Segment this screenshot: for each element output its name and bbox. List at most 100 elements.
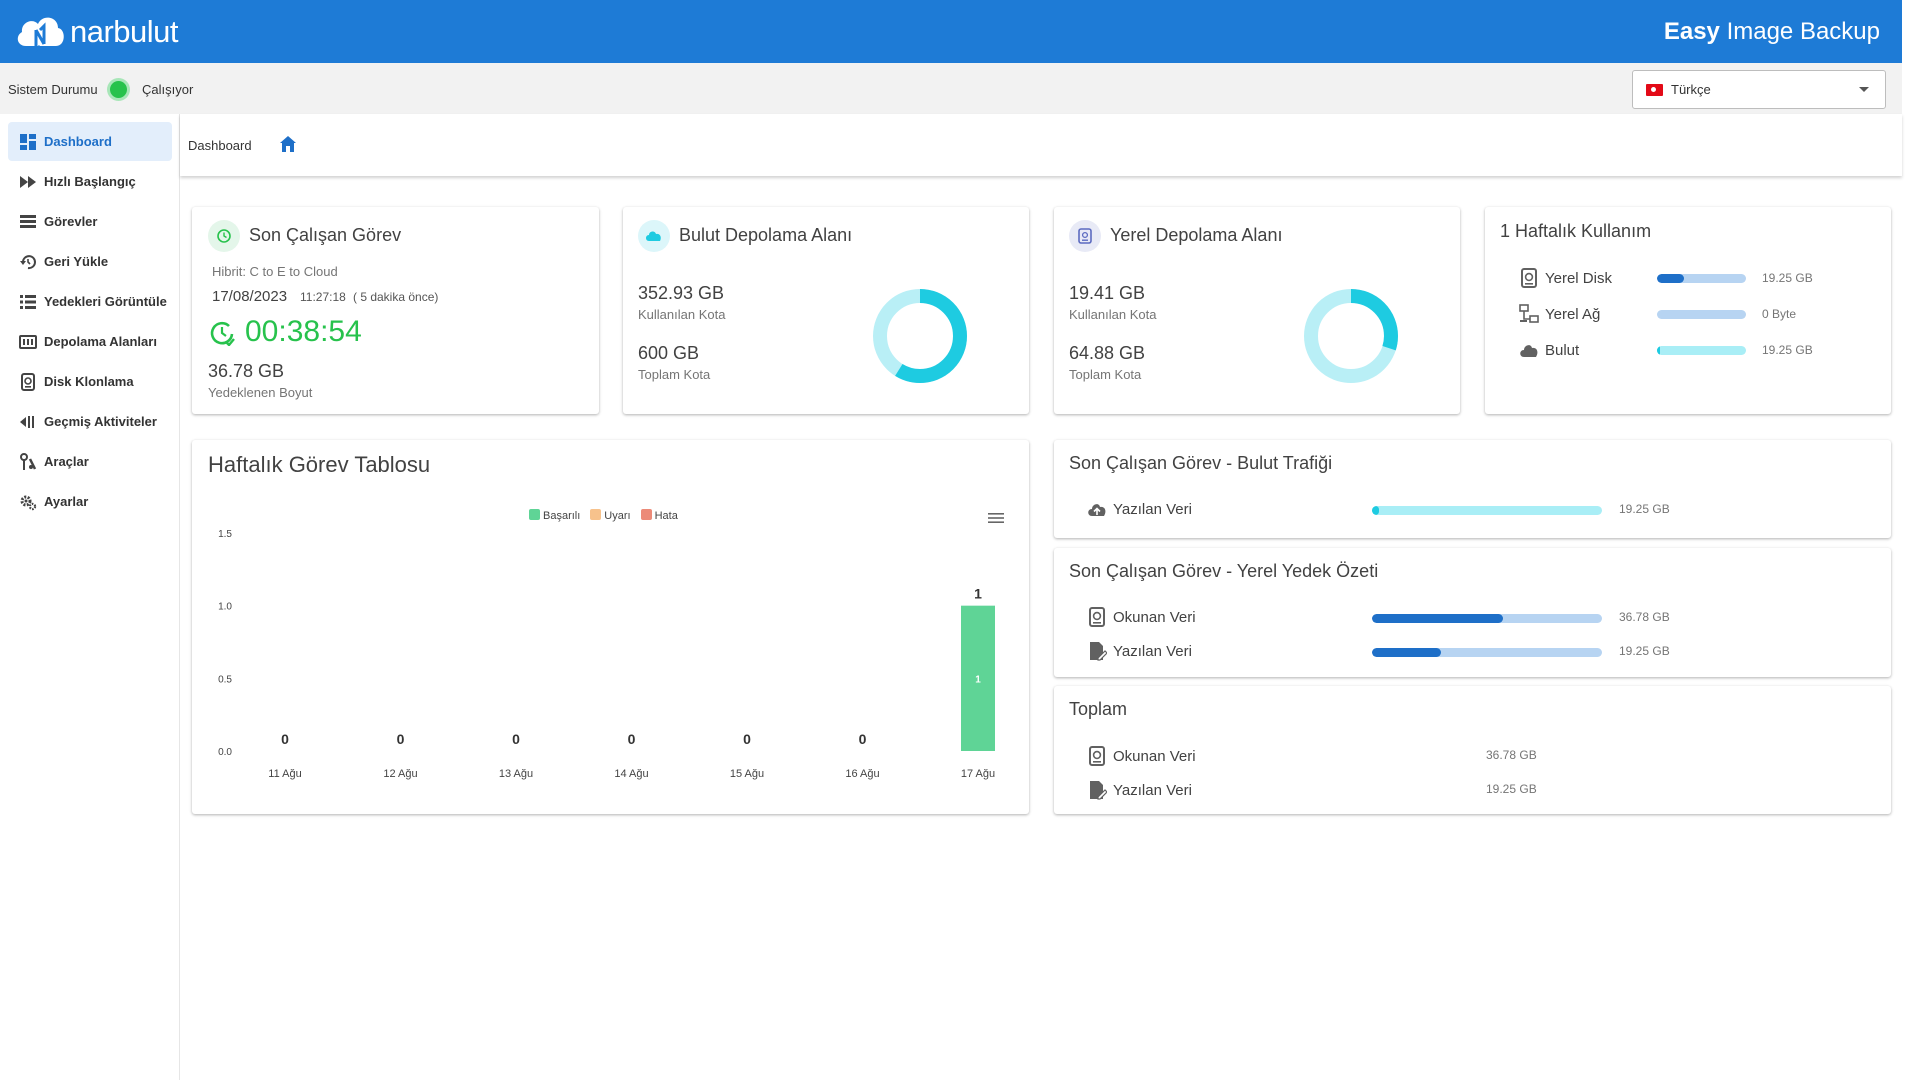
app-title-bold: Easy bbox=[1663, 18, 1720, 45]
last-task-card: Son Çalışan Görev Hibrit: C to E to Clou… bbox=[192, 207, 599, 414]
cloud-total: 600 GB bbox=[638, 343, 700, 363]
cloud-icon bbox=[1520, 345, 1538, 357]
task-date: 17/08/2023 bbox=[212, 288, 288, 305]
bar-total-label: 0 bbox=[743, 731, 751, 747]
list-icon bbox=[18, 212, 38, 232]
local-used-label: Kullanılan Kota bbox=[1069, 307, 1157, 322]
legend-swatch bbox=[529, 509, 540, 520]
legend-item-warning[interactable]: Uyarı bbox=[590, 509, 631, 522]
cloud-traffic-card: Son Çalışan Görev - Bulut Trafiği Yazıla… bbox=[1054, 440, 1891, 538]
restore-icon bbox=[18, 252, 38, 272]
language-value: Türkçe bbox=[1671, 82, 1711, 97]
weekly-task-chart-card: Haftalık Görev Tablosu Başarılı Uyarı Ha… bbox=[192, 440, 1029, 814]
sidebar-item-past-activities[interactable]: Geçmiş Aktiviteler bbox=[8, 402, 172, 441]
system-status-label: Sistem Durumu bbox=[8, 82, 98, 97]
local-network-icon bbox=[1519, 304, 1539, 323]
hard-disk-icon bbox=[18, 372, 38, 392]
weekly-usage-card: 1 Haftalık Kullanım Yerel Disk 19.25 GB … bbox=[1485, 207, 1891, 414]
bar-total-label: 0 bbox=[397, 731, 405, 747]
legend-item-error[interactable]: Hata bbox=[640, 509, 678, 522]
bar-Başarılı bbox=[961, 605, 995, 751]
local-storage-card: Yerel Depolama Alanı 19.41 GB Kullanılan… bbox=[1054, 207, 1460, 414]
y-tick-label: 0.5 bbox=[218, 674, 232, 685]
legend-swatch bbox=[590, 509, 602, 520]
legend-swatch bbox=[640, 509, 652, 520]
hamburger-menu-icon[interactable] bbox=[987, 511, 1005, 525]
summary-bar bbox=[1372, 614, 1602, 623]
legend-label: Hata bbox=[654, 510, 678, 522]
usage-bar bbox=[1657, 310, 1746, 319]
x-tick-label: 11 Ağu bbox=[268, 768, 301, 780]
narbulut-logo[interactable]: narbulut bbox=[14, 8, 179, 56]
language-select[interactable]: Türkçe bbox=[1632, 70, 1886, 109]
summary-value: 19.25 GB bbox=[1619, 644, 1670, 658]
y-tick-label: 1.0 bbox=[218, 602, 232, 613]
x-tick-label: 16 Ağu bbox=[845, 768, 879, 780]
usage-value: 0 Byte bbox=[1762, 307, 1797, 321]
cloud-storage-card: Bulut Depolama Alanı 352.93 GB Kullanıla… bbox=[623, 207, 1029, 414]
breadcrumb-current[interactable]: Dashboard bbox=[188, 138, 252, 153]
totals-label: Okunan Veri bbox=[1113, 748, 1196, 765]
logo-text: narbulut bbox=[70, 14, 179, 49]
task-ago: ( 5 dakika önce) bbox=[353, 290, 439, 304]
legend-label: Başarılı bbox=[543, 510, 581, 522]
bar-inner-label: 1 bbox=[975, 674, 981, 685]
x-tick-label: 15 Ağu bbox=[730, 768, 764, 780]
list-bullet-icon bbox=[18, 292, 38, 312]
sidebar-item-quick-start[interactable]: Hızlı Başlangıç bbox=[8, 162, 172, 201]
x-tick-label: 17 Ağu bbox=[961, 768, 995, 780]
cloud-total-label: Toplam Kota bbox=[638, 367, 711, 382]
sidebar-item-label: Yedekleri Görüntüle bbox=[44, 294, 167, 309]
usage-label: Yerel Disk bbox=[1545, 270, 1612, 287]
sidebar-item-storage-areas[interactable]: Depolama Alanları bbox=[8, 322, 172, 361]
bar-total-label: 0 bbox=[281, 731, 289, 747]
bar-fill bbox=[1657, 346, 1660, 355]
weekly-usage-title: 1 Haftalık Kullanım bbox=[1500, 221, 1652, 241]
totals-card: Toplam Okunan Veri 36.78 GB Yazılan Veri… bbox=[1054, 686, 1891, 814]
usage-label: Yerel Ağ bbox=[1545, 306, 1601, 323]
home-icon[interactable] bbox=[278, 134, 298, 154]
turkey-flag-icon bbox=[1646, 84, 1663, 96]
sidebar-item-label: Görevler bbox=[44, 214, 98, 229]
status-bar: Sistem Durumu Çalışıyor Türkçe bbox=[0, 63, 1902, 114]
bar-total-label: 0 bbox=[628, 731, 636, 747]
sidebar-item-label: Dashboard bbox=[44, 134, 112, 149]
sidebar-item-tools[interactable]: Araçlar bbox=[8, 442, 172, 481]
timer-check-icon bbox=[210, 321, 235, 346]
sidebar-item-view-backups[interactable]: Yedekleri Görüntüle bbox=[8, 282, 172, 321]
gears-icon bbox=[18, 492, 38, 512]
app-title-rest: Image Backup bbox=[1719, 18, 1880, 45]
disk-icon bbox=[1069, 220, 1101, 252]
cloud-traffic-title: Son Çalışan Görev - Bulut Trafiği bbox=[1069, 453, 1333, 473]
sidebar-item-restore[interactable]: Geri Yükle bbox=[8, 242, 172, 281]
legend-item-success[interactable]: Başarılı bbox=[529, 509, 580, 522]
system-status-value: Çalışıyor bbox=[142, 82, 194, 97]
sidebar-item-tasks[interactable]: Görevler bbox=[8, 202, 172, 241]
chevron-down-icon bbox=[1859, 87, 1869, 92]
task-time: 11:27:18 bbox=[300, 290, 346, 304]
cloud-upload-icon bbox=[1088, 504, 1106, 516]
status-indicator-dot bbox=[110, 81, 127, 98]
y-tick-label: 1.5 bbox=[218, 529, 232, 540]
bar-total-label: 0 bbox=[512, 731, 520, 747]
local-total-label: Toplam Kota bbox=[1069, 367, 1142, 382]
sidebar-item-dashboard[interactable]: Dashboard bbox=[8, 122, 172, 161]
local-storage-title: Yerel Depolama Alanı bbox=[1110, 225, 1283, 245]
cloud-donut-used-arc bbox=[873, 289, 967, 383]
usage-value: 19.25 GB bbox=[1762, 343, 1813, 357]
storage-icon bbox=[18, 332, 38, 352]
usage-bar bbox=[1657, 346, 1746, 355]
cloud-traffic-bar bbox=[1372, 506, 1602, 515]
cloud-used-label: Kullanılan Kota bbox=[638, 307, 726, 322]
sidebar-item-disk-clone[interactable]: Disk Klonlama bbox=[8, 362, 172, 401]
dashboard-icon bbox=[18, 132, 38, 152]
sidebar-item-settings[interactable]: Ayarlar bbox=[8, 482, 172, 521]
local-used: 19.41 GB bbox=[1069, 283, 1146, 303]
local-donut-used-arc bbox=[1304, 289, 1398, 383]
chart-legend: Başarılı Uyarı Hata bbox=[529, 509, 678, 522]
fast-forward-icon bbox=[18, 172, 38, 192]
sidebar-item-label: Araçlar bbox=[44, 454, 89, 469]
summary-label: Yazılan Veri bbox=[1113, 643, 1192, 660]
totals-label: Yazılan Veri bbox=[1113, 782, 1192, 799]
x-tick-label: 14 Ağu bbox=[614, 768, 648, 780]
